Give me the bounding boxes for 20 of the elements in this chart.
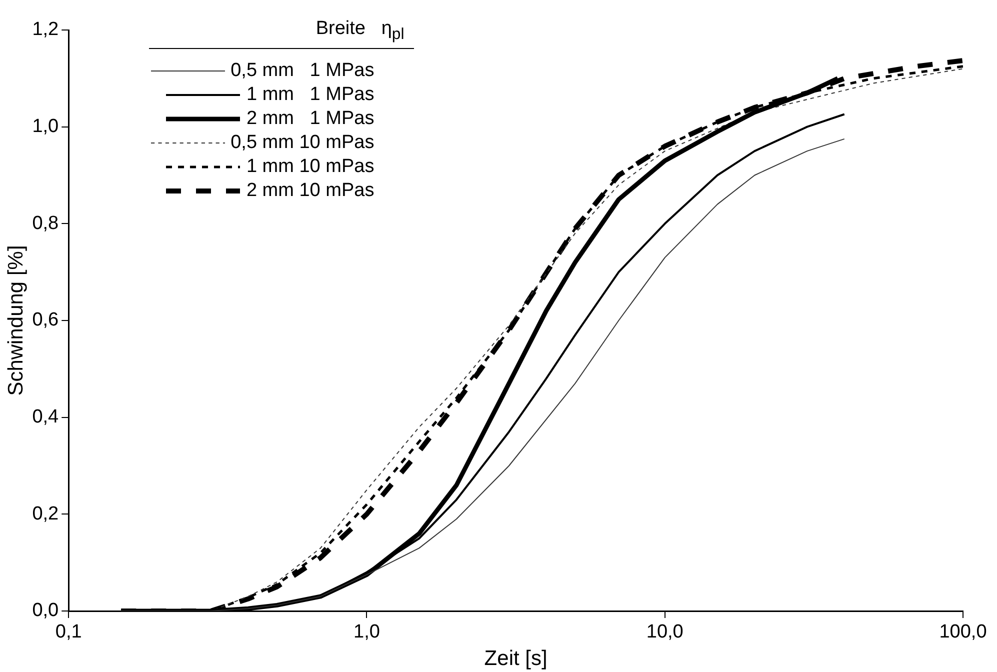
legend-label: 0,5 mm 10 mPas (230, 132, 374, 154)
y-tick-label: 1,2 (32, 19, 59, 40)
y-tick-label: 0,6 (32, 310, 59, 331)
x-tick-label: 0,1 (55, 622, 82, 643)
y-tick-label: 1,0 (32, 116, 59, 138)
legend-label: 0,5 mm 1 MPas (230, 60, 374, 82)
legend-label: 2 mm 1 MPas (246, 108, 374, 130)
x-axis-title: Zeit [s] (484, 647, 548, 670)
legend-label: 1 mm 10 mPas (246, 156, 374, 178)
y-tick-label: 0,8 (32, 212, 59, 234)
legend-title: Breite η$_{pl}$ (148, 18, 414, 49)
x-tick-label: 1,0 (354, 622, 380, 643)
legend-label: 1 mm 1 MPas (246, 84, 374, 106)
x-tick-label: 100,0 (939, 622, 987, 643)
y-axis-title: Schwindung [%] (4, 245, 28, 396)
y-tick-label: 0,0 (32, 600, 59, 622)
y-tick-label: 0,2 (32, 503, 59, 524)
y-tick-label: 0,4 (32, 406, 60, 428)
x-tick-label: 10,0 (646, 622, 684, 643)
legend-label: 2 mm 10 mPas (246, 180, 374, 202)
